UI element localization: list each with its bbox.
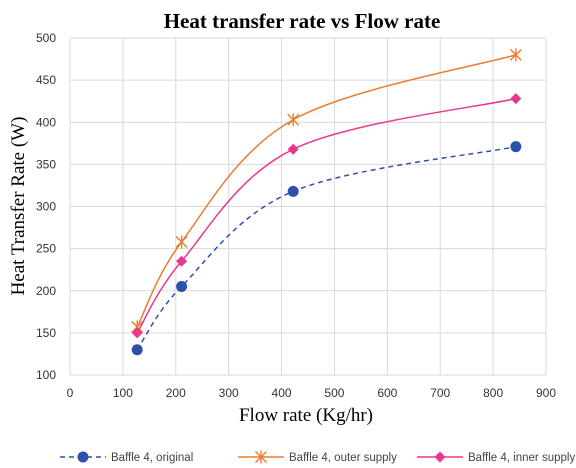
legend-item-1: Baffle 4, outer supply	[238, 450, 397, 464]
y-tick-label-1: 150	[36, 326, 56, 340]
legend-marker-2	[434, 451, 446, 463]
x-tick-label-0: 0	[67, 386, 74, 400]
legend-label-0: Baffle 4, original	[111, 452, 193, 464]
legend-marker-0	[77, 451, 89, 463]
y-tick-label-0: 100	[36, 368, 56, 382]
series-2-point-0	[131, 327, 143, 339]
x-tick-label-9: 900	[536, 386, 556, 400]
series-1-point-1	[175, 235, 188, 249]
plot-series	[131, 48, 522, 356]
x-tick-label-6: 600	[377, 386, 397, 400]
legend-item-2: Baffle 4, inner supply	[417, 451, 575, 464]
x-tick-label-7: 700	[430, 386, 450, 400]
y-tick-label-4: 300	[36, 200, 56, 214]
series-1-point-3	[509, 48, 522, 62]
series-0-point-3	[510, 141, 522, 153]
x-tick-label-5: 500	[324, 386, 344, 400]
y-tick-label-3: 250	[36, 242, 56, 256]
y-tick-label-8: 500	[36, 31, 56, 45]
grid	[69, 37, 547, 376]
y-tick-label-6: 400	[36, 115, 56, 129]
legend-marker-1	[255, 450, 267, 464]
chart-title: Heat transfer rate vs Flow rate	[164, 9, 441, 33]
series-line-0	[136, 145, 517, 351]
legend-item-0: Baffle 4, original	[60, 451, 193, 464]
x-tick-label-1: 100	[113, 386, 133, 400]
x-tick-label-8: 800	[483, 386, 503, 400]
series-line-2	[136, 97, 517, 334]
series-line-1	[136, 54, 517, 328]
series-0-point-1	[176, 281, 188, 293]
legend-label-2: Baffle 4, inner supply	[468, 452, 575, 464]
x-tick-label-3: 300	[219, 386, 239, 400]
legend: Baffle 4, original Baffle 4, outer supply…	[60, 450, 575, 464]
series-2-point-2	[287, 143, 299, 155]
series-0-point-2	[287, 185, 299, 197]
y-tick-label-7: 450	[36, 73, 56, 87]
y-axis-title: Heat Transfer Rate (W)	[8, 117, 29, 296]
x-tick-label-2: 200	[166, 386, 186, 400]
y-tick-label-5: 350	[36, 157, 56, 171]
series-2-point-1	[176, 255, 188, 267]
series-2-point-3	[510, 93, 522, 105]
series-0-point-0	[131, 344, 143, 356]
legend-label-1: Baffle 4, outer supply	[289, 452, 397, 464]
axis-ticks: 0 100 200 300 400 500 600 700 800 900 100 150 200 250…	[36, 31, 556, 400]
x-axis-title: Flow rate (Kg/hr)	[239, 405, 373, 426]
x-tick-label-4: 400	[272, 386, 292, 400]
series-1-point-2	[287, 113, 300, 127]
y-tick-label-2: 200	[36, 284, 56, 298]
